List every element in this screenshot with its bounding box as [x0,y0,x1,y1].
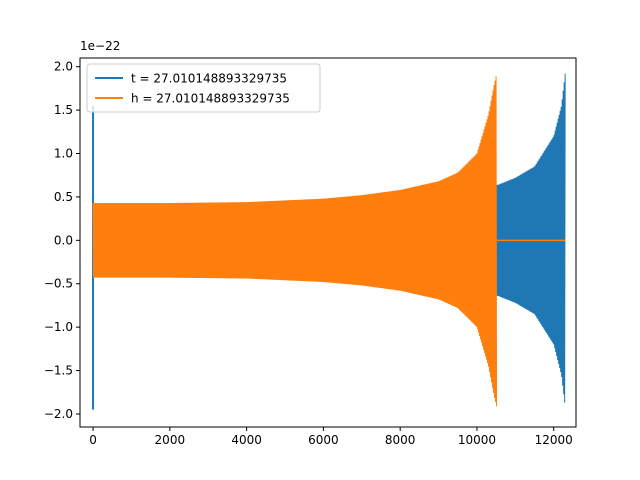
x-tick-label: 0 [89,433,97,447]
x-tick-label: 10000 [458,433,496,447]
y-tick-label: −1.5 [44,364,73,378]
x-tick-label: 2000 [155,433,186,447]
y-tick-label: 2.0 [54,60,73,74]
x-tick-label: 4000 [231,433,262,447]
x-axis: 0 2000 4000 6000 8000 10000 12000 [89,427,573,447]
y-tick-label: 1.0 [54,147,73,161]
legend-label: t = 27.010148893329735 [131,72,287,86]
y-tick-label: 0.5 [54,190,73,204]
y-tick-label: −2.0 [44,407,73,421]
y-tick-label: 1.5 [54,103,73,117]
x-tick-label: 8000 [385,433,416,447]
x-tick-label: 6000 [308,433,339,447]
x-tick-label: 12000 [535,433,573,447]
legend-label: h = 27.010148893329735 [131,92,290,106]
y-offset-label: 1e−22 [80,39,120,53]
y-tick-label: 0.0 [54,233,73,247]
series-h-line [92,76,498,407]
legend: t = 27.010148893329735 h = 27.01014889332… [86,63,321,113]
legend-box [86,63,321,113]
series-layer [92,73,566,410]
y-tick-label: −0.5 [44,277,73,291]
plot-frame [79,57,577,428]
y-tick-label: −1.0 [44,320,73,334]
y-axis: −2.0 −1.5 −1.0 −0.5 0.0 0.5 1.0 1.5 2.0 [44,60,80,421]
